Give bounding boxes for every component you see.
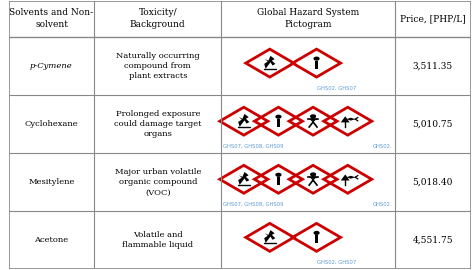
Polygon shape bbox=[292, 223, 341, 251]
Polygon shape bbox=[238, 172, 249, 185]
Bar bbox=[315, 61, 318, 69]
Polygon shape bbox=[292, 49, 341, 77]
Polygon shape bbox=[289, 107, 337, 135]
Circle shape bbox=[276, 173, 281, 176]
Polygon shape bbox=[324, 165, 372, 193]
Polygon shape bbox=[289, 165, 337, 193]
Text: 5,010.75: 5,010.75 bbox=[412, 120, 453, 129]
Text: Naturally occurring
compound from
plant extracts: Naturally occurring compound from plant … bbox=[116, 52, 200, 80]
Text: Cyclohexane: Cyclohexane bbox=[25, 120, 78, 128]
Polygon shape bbox=[346, 176, 356, 179]
Text: Prolonged exposure
could damage target
organs: Prolonged exposure could damage target o… bbox=[114, 110, 201, 139]
Polygon shape bbox=[346, 118, 356, 121]
Text: Acetone: Acetone bbox=[35, 236, 69, 244]
Circle shape bbox=[311, 173, 316, 176]
Polygon shape bbox=[246, 49, 294, 77]
Text: Price, [PHP/L]: Price, [PHP/L] bbox=[400, 14, 465, 23]
Text: GHS02, GHS07: GHS02, GHS07 bbox=[317, 260, 356, 265]
Polygon shape bbox=[324, 107, 372, 135]
Polygon shape bbox=[264, 56, 275, 69]
Text: Global Hazard System
Pictogram: Global Hazard System Pictogram bbox=[257, 8, 359, 29]
Bar bbox=[277, 119, 280, 127]
Circle shape bbox=[276, 115, 281, 118]
Text: GHS07, GHS08, GHS09: GHS07, GHS08, GHS09 bbox=[223, 144, 283, 149]
Circle shape bbox=[314, 57, 319, 60]
Text: Volatile and
flammable liquid: Volatile and flammable liquid bbox=[122, 231, 193, 249]
Text: Mesitylene: Mesitylene bbox=[28, 178, 75, 186]
Polygon shape bbox=[341, 116, 350, 122]
Bar bbox=[315, 235, 318, 243]
Polygon shape bbox=[246, 223, 294, 251]
Polygon shape bbox=[220, 107, 268, 135]
Text: 5,018.40: 5,018.40 bbox=[412, 178, 453, 187]
Text: p-Cymene: p-Cymene bbox=[30, 62, 73, 70]
Circle shape bbox=[314, 231, 319, 234]
Text: GHS02.: GHS02. bbox=[373, 202, 392, 207]
Text: GHS02.: GHS02. bbox=[373, 144, 392, 149]
Text: 3,511.35: 3,511.35 bbox=[412, 62, 453, 70]
Text: GHS02, GHS07: GHS02, GHS07 bbox=[317, 86, 356, 90]
Text: Toxicity/
Background: Toxicity/ Background bbox=[130, 8, 186, 29]
Text: 4,551.75: 4,551.75 bbox=[412, 236, 453, 245]
Text: Solvents and Non-
solvent: Solvents and Non- solvent bbox=[9, 8, 93, 29]
Circle shape bbox=[311, 115, 316, 118]
Bar bbox=[277, 177, 280, 185]
Polygon shape bbox=[238, 114, 249, 127]
Polygon shape bbox=[255, 107, 302, 135]
Text: Major urban volatile
organic compound
(VOC): Major urban volatile organic compound (V… bbox=[115, 168, 201, 197]
Polygon shape bbox=[341, 174, 350, 180]
Polygon shape bbox=[220, 165, 268, 193]
Text: GHS07, GHS08, GHS09: GHS07, GHS08, GHS09 bbox=[223, 202, 283, 207]
Polygon shape bbox=[255, 165, 302, 193]
Polygon shape bbox=[264, 230, 275, 243]
